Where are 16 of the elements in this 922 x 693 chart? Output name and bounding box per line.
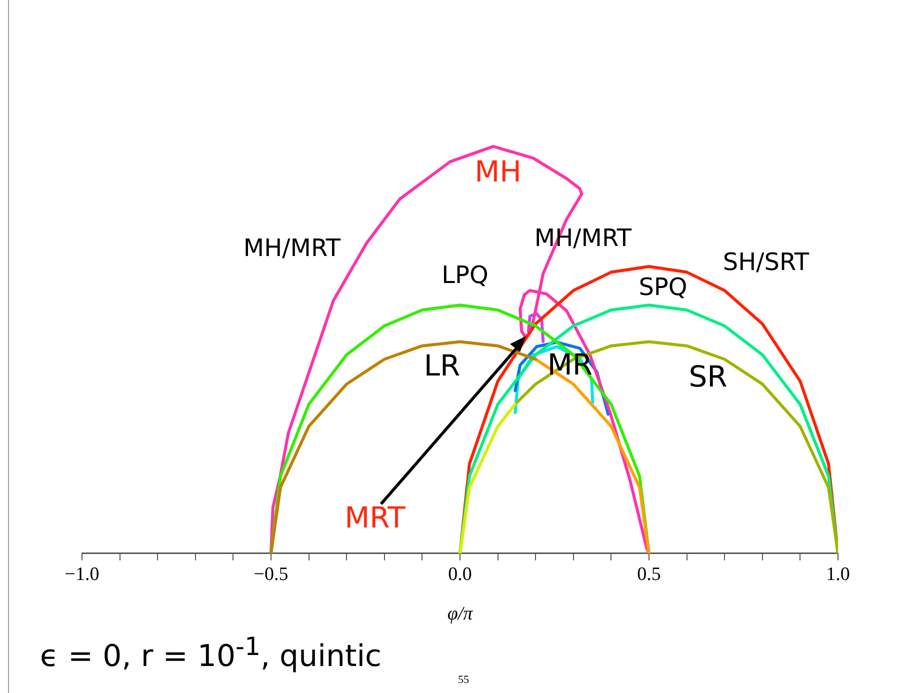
x-tick-label: −1.0 [64,564,100,585]
annotation: SPQ [638,273,688,301]
annotation: SH/SRT [722,248,810,276]
x-tick-label: −0.5 [254,564,288,585]
x-tick-label: 0.0 [448,564,472,585]
annotation: MH [474,154,522,188]
annotation: LR [424,348,460,382]
text: 55 [458,674,469,686]
x-axis-title: φ/π [447,604,474,625]
annotation: MRT [344,500,406,534]
annotation: SR [688,360,728,394]
x-tick-label: 1.0 [826,564,850,585]
annotation: MH/MRT [243,234,341,262]
annotation: LPQ [442,261,488,289]
text: ϵ = 0, r = 10$^{-1}$, quintic [40,632,382,674]
x-tick-label: 0.5 [637,564,661,585]
